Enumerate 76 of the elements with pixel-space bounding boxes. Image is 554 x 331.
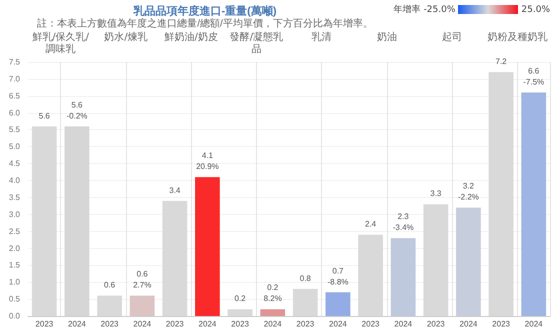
x-tick-label: 2023 bbox=[296, 320, 315, 328]
y-tick-label: 0.5 bbox=[8, 294, 21, 304]
bar bbox=[292, 288, 318, 316]
bar bbox=[195, 177, 220, 316]
text: 鮮奶油/奶皮 bbox=[163, 32, 219, 44]
data-label: 0.2 bbox=[234, 294, 246, 304]
y-tick-label: 1.5 bbox=[8, 260, 21, 270]
text: 奶油 bbox=[376, 32, 398, 44]
y-tick-label: 3.5 bbox=[8, 192, 21, 202]
x-tick-label: 2023 bbox=[426, 320, 446, 328]
y-tick-label: 6.5 bbox=[8, 91, 21, 100]
bar bbox=[130, 296, 155, 316]
y-tick-label: 4.5 bbox=[8, 159, 21, 168]
bar bbox=[97, 296, 122, 316]
data-label: 5.6 -0.2% bbox=[66, 100, 88, 120]
bar bbox=[260, 309, 286, 316]
y-tick-label: 4.0 bbox=[8, 176, 21, 186]
text: 25.0% bbox=[521, 4, 550, 14]
y-tick-label: 5.5 bbox=[8, 125, 21, 134]
y-tick-label: 7.0 bbox=[8, 74, 21, 84]
y-tick-label: 2.5 bbox=[8, 226, 21, 236]
bar bbox=[326, 292, 350, 316]
bar bbox=[390, 238, 416, 316]
y-tick-label: 5.0 bbox=[8, 142, 21, 152]
x-tick-label: 2023 bbox=[35, 320, 54, 328]
bar bbox=[32, 126, 57, 316]
text: 奶粉及種奶乳 bbox=[486, 32, 548, 44]
data-label: 2.4 bbox=[365, 220, 377, 229]
x-tick-label: 2023 bbox=[362, 320, 380, 328]
x-tick-label: 2024 bbox=[394, 320, 413, 328]
bar bbox=[162, 200, 188, 316]
data-label: 0.7 -8.8% bbox=[327, 266, 348, 286]
chart-subtitle: 註：本表上方數值為年度之進口總量/總額/平均單價，下方百分比為年增率。 bbox=[37, 18, 373, 30]
data-label: 3.2 -2.2% bbox=[458, 182, 479, 202]
data-label: 3.4 bbox=[169, 186, 181, 195]
data-label: 7.2 bbox=[496, 57, 508, 66]
y-tick-label: 6.0 bbox=[8, 108, 21, 118]
bar bbox=[521, 92, 546, 316]
text: -25.0% bbox=[424, 4, 456, 14]
x-tick-label: 2024 bbox=[460, 320, 478, 328]
data-label: 0.6 2.7% bbox=[133, 270, 152, 290]
x-tick-label: 2024 bbox=[329, 320, 348, 328]
text: 鮮乳/保久乳/調味乳 bbox=[31, 32, 90, 56]
text: 乳清 bbox=[310, 32, 333, 44]
color-bar-title: 年增率 bbox=[394, 4, 421, 16]
x-tick-label: 2023 bbox=[166, 320, 184, 328]
x-tick-label: 2024 bbox=[198, 320, 217, 328]
x-tick-label: 2024 bbox=[524, 320, 544, 328]
x-tick-label: 2024 bbox=[264, 320, 282, 328]
text: 起司 bbox=[441, 32, 464, 44]
data-label: 2.3 -3.4% bbox=[392, 212, 414, 232]
bar bbox=[456, 208, 481, 316]
bar bbox=[488, 72, 514, 316]
x-tick-label: 2023 bbox=[100, 320, 120, 328]
data-label: 0.2 8.2% bbox=[264, 283, 282, 304]
y-tick-label: 1.0 bbox=[8, 278, 21, 287]
bar bbox=[228, 309, 252, 316]
y-tick-label: 7.5 bbox=[8, 58, 21, 66]
y-tick-label: 3.0 bbox=[8, 210, 21, 219]
text: 發酵/凝態乳品 bbox=[228, 32, 284, 56]
text: 奶水/煉乳 bbox=[103, 32, 149, 44]
chart-title: 乳品品項年度進口-重量(萬噸) bbox=[132, 4, 277, 18]
x-tick-label: 2024 bbox=[133, 320, 152, 328]
data-label: 4.1 20.9% bbox=[196, 151, 219, 172]
bar bbox=[423, 204, 448, 316]
data-label: 6.6 -7.5% bbox=[523, 66, 544, 86]
data-label: 0.6 bbox=[104, 280, 116, 290]
y-tick-label: 0.0 bbox=[8, 312, 21, 320]
x-tick-label: 2023 bbox=[492, 320, 511, 328]
data-label: 5.6 bbox=[38, 111, 50, 120]
x-tick-label: 2023 bbox=[231, 320, 250, 328]
bar bbox=[358, 234, 383, 316]
y-tick-label: 2.0 bbox=[8, 244, 21, 253]
data-label: 0.8 bbox=[300, 274, 312, 283]
data-label: 3.3 bbox=[430, 189, 442, 198]
x-tick-label: 2024 bbox=[68, 320, 86, 328]
